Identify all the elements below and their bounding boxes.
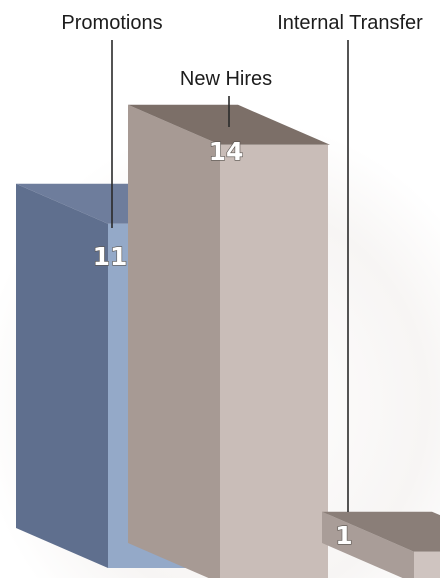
category-label-internal-transfer: Internal Transfer [277, 12, 423, 34]
bar-front-internal-transfer [414, 551, 440, 583]
floor-strip [0, 578, 440, 583]
bar-side-new-hires [128, 104, 220, 583]
bar-new-hires [128, 104, 330, 583]
category-label-promotions: Promotions [61, 12, 162, 34]
bar-front-new-hires [220, 144, 328, 583]
bar-top-internal-transfer [322, 511, 440, 552]
bar-side-promotions [16, 183, 108, 568]
labels-layer: 11 Promotions 14 New Hires 1 Internal Transfe… [61, 12, 423, 551]
data-label-promotions: 11 [93, 242, 128, 271]
data-label-new-hires: 14 [209, 137, 244, 166]
category-label-new-hires: New Hires [180, 68, 272, 90]
bar-side-internal-transfer [322, 511, 414, 583]
data-label-internal-transfer: 1 [335, 521, 352, 550]
bars-layer [0, 104, 440, 583]
bar-internal-transfer [322, 511, 440, 583]
